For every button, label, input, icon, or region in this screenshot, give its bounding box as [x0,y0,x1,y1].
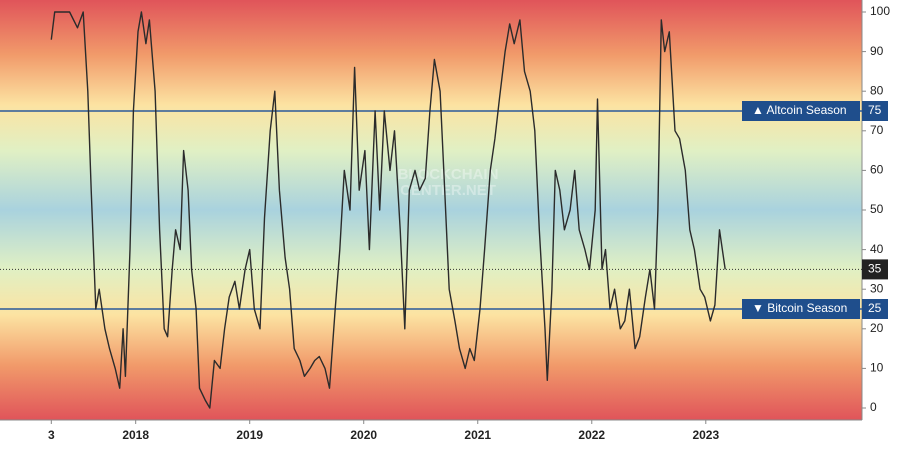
watermark: BLOCKCHAIN [398,166,499,183]
y-tick-label: 70 [870,123,884,137]
x-tick-label: 2018 [122,428,149,442]
y-tick-label: 30 [870,281,884,295]
y-tick-label: 10 [870,361,884,375]
annotation-value: 75 [868,103,882,117]
annotation-label: ▲ Altcoin Season [752,103,847,117]
watermark: CENTER.NET [400,182,496,199]
index-line [50,11,726,409]
annotation-value: 25 [868,301,882,315]
annotation-box [742,299,860,319]
y-tick-label: 100 [870,4,890,18]
y-tick-label: 90 [870,44,884,58]
y-tick-label: 60 [870,163,884,177]
x-tick-label: 2019 [236,428,263,442]
annotation-label: ▼ Bitcoin Season [752,301,847,315]
y-tick-label: 20 [870,321,884,335]
last-value-label: 35 [868,262,882,276]
x-tick-label: 2021 [464,428,491,442]
annotation-value-box [862,299,888,319]
annotation-box [742,101,860,121]
annotation-value-box [862,101,888,121]
x-tick-label: 2022 [578,428,605,442]
y-tick-label: 50 [870,202,884,216]
plot-background [0,0,862,420]
last-value-box [862,259,888,280]
y-tick-label: 40 [870,242,884,256]
x-tick-label: 3 [48,428,55,442]
x-tick-label: 2020 [350,428,377,442]
y-tick-label: 80 [870,83,884,97]
x-tick-label: 2023 [692,428,719,442]
y-tick-label: 0 [870,400,877,414]
